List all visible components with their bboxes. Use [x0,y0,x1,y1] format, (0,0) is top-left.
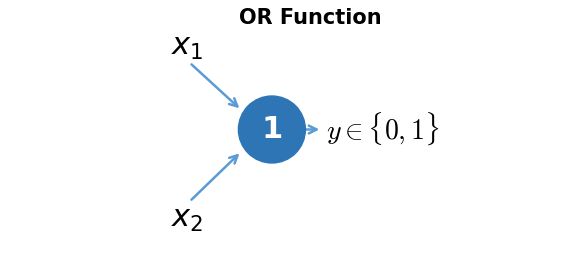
Text: $y \in \{0,1\}$: $y \in \{0,1\}$ [326,111,439,148]
Circle shape [239,96,305,163]
Text: OR Function: OR Function [239,9,382,28]
Text: 1: 1 [261,115,283,144]
Text: $x_2$: $x_2$ [171,205,204,234]
Text: $x_1$: $x_1$ [171,33,204,62]
